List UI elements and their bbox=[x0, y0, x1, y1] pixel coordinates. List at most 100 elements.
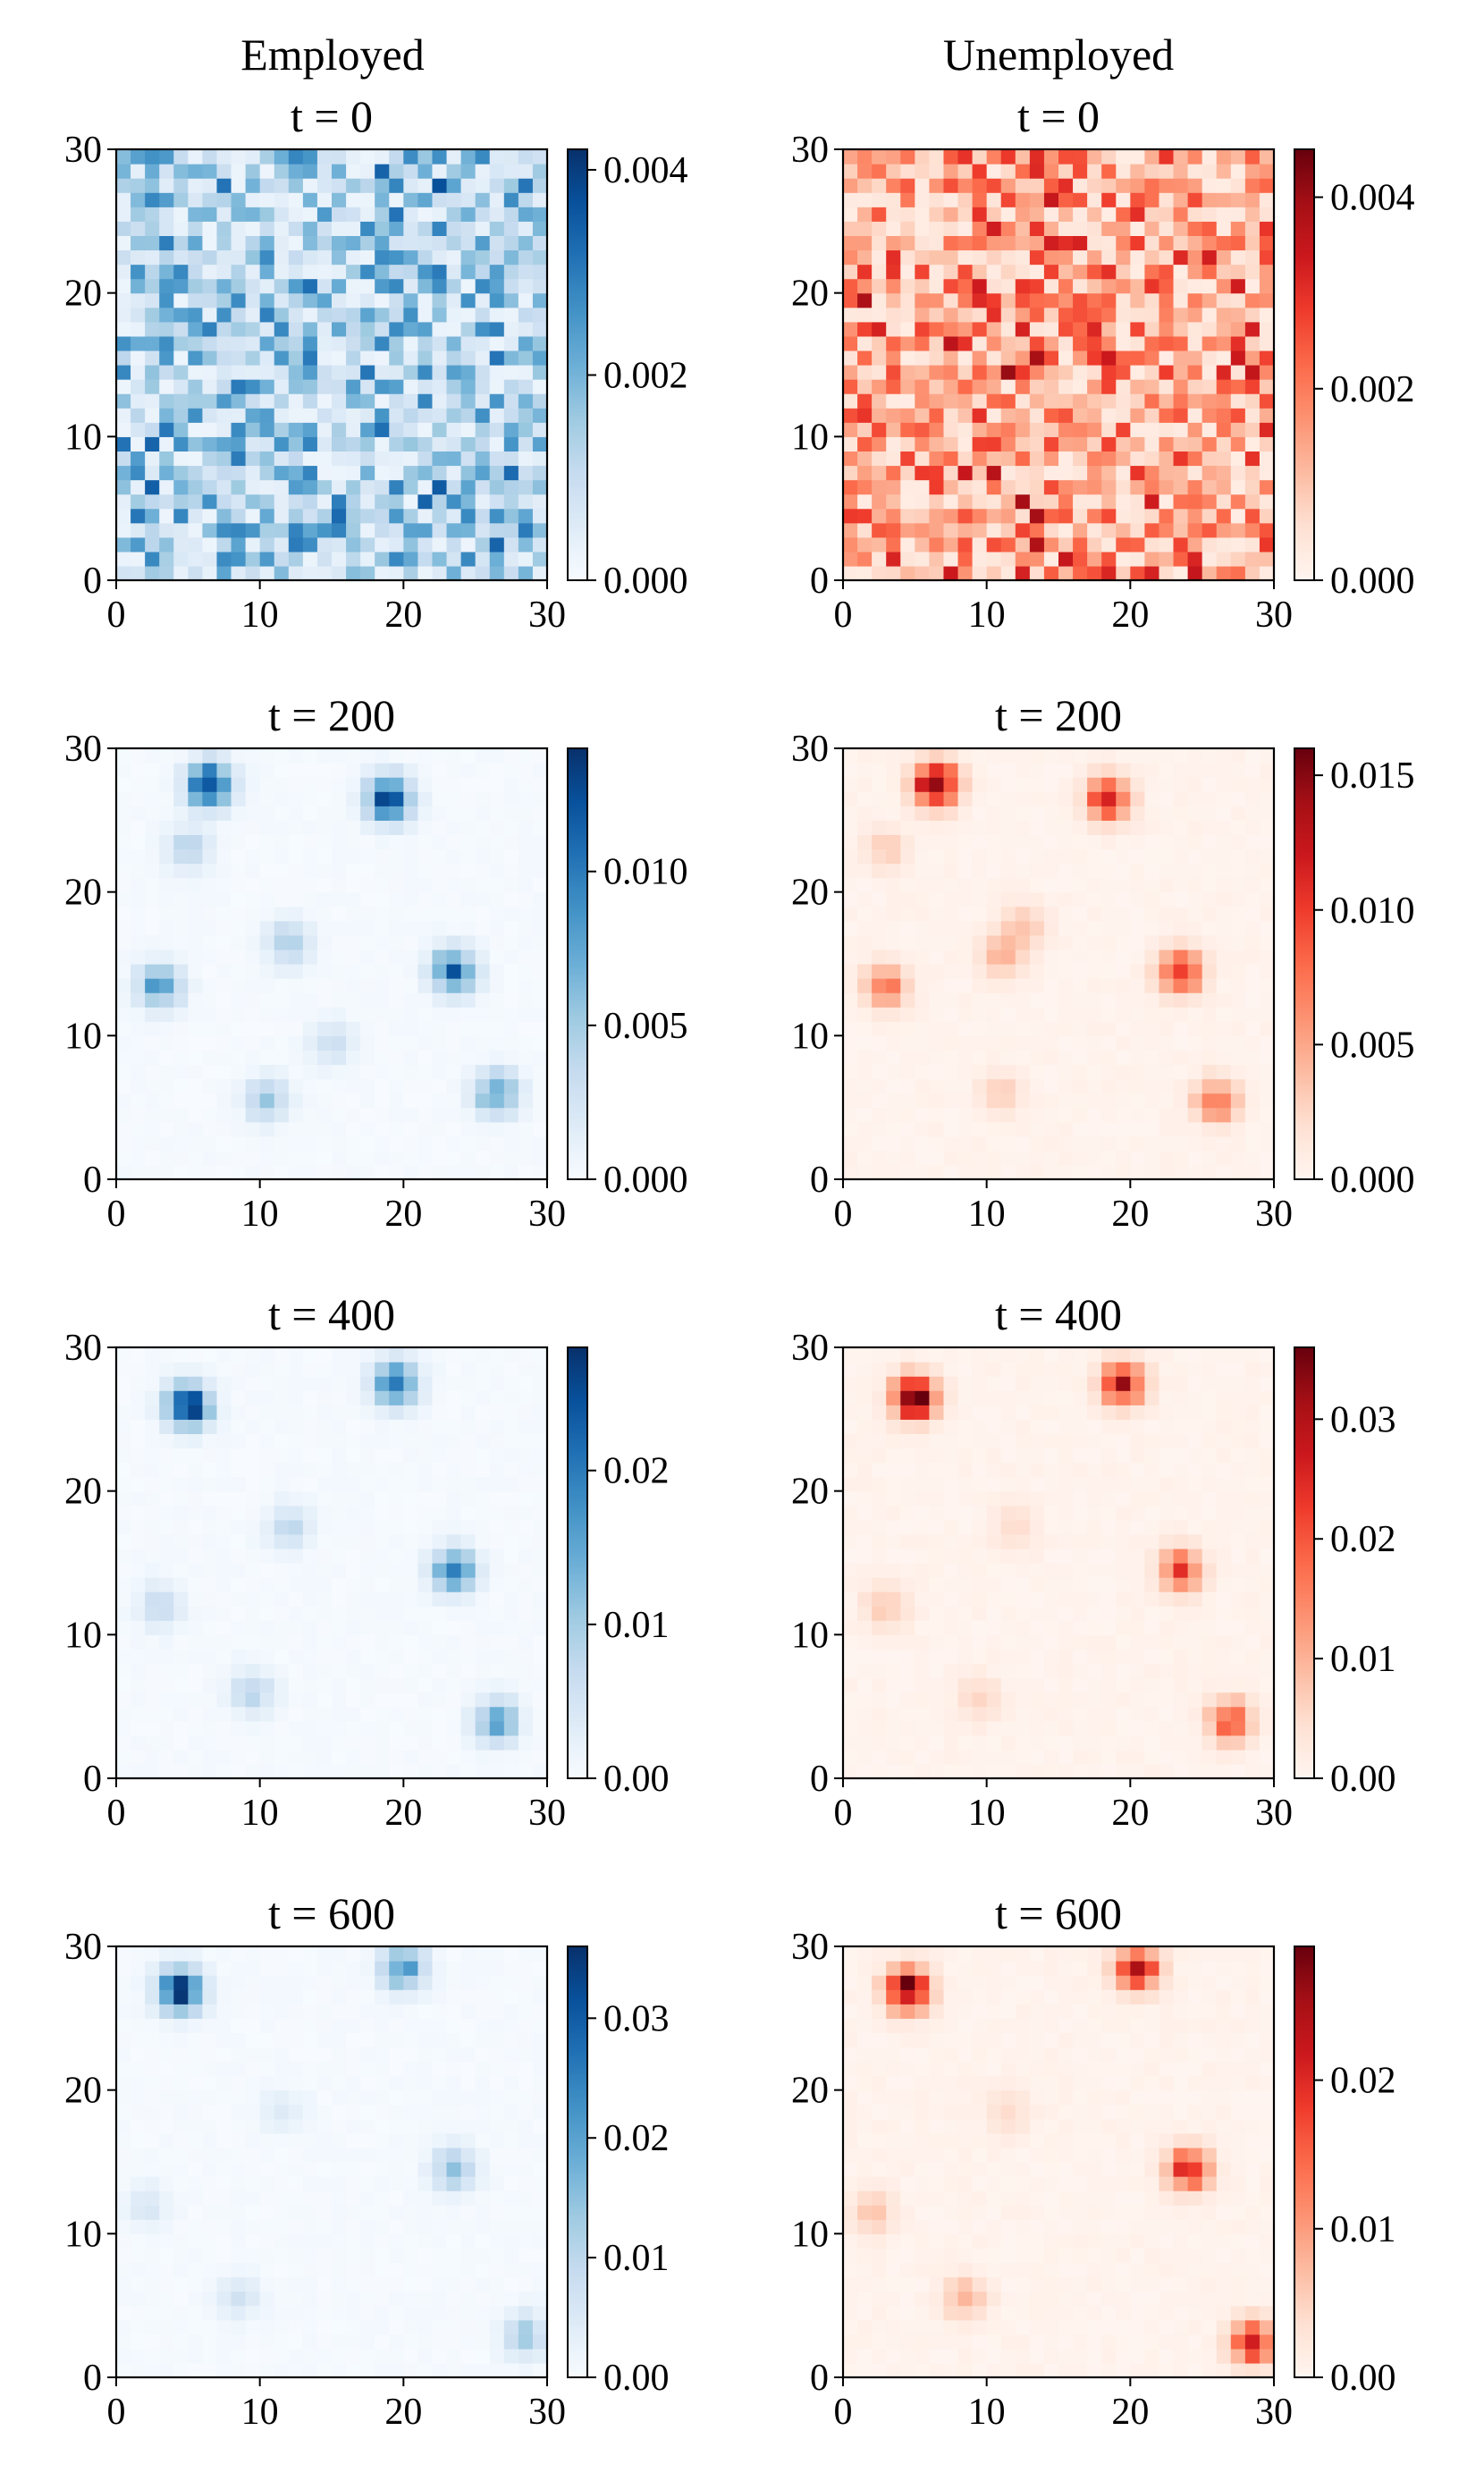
heatmap-cell bbox=[503, 1548, 519, 1564]
heatmap-cell bbox=[188, 149, 203, 165]
heatmap-cell bbox=[532, 1107, 548, 1123]
heatmap-cell bbox=[259, 249, 275, 266]
heatmap-cell bbox=[1187, 178, 1203, 193]
heatmap-cell bbox=[274, 1476, 290, 1492]
heatmap-cell bbox=[1173, 1734, 1189, 1751]
heatmap-cell bbox=[532, 451, 548, 467]
heatmap-cell bbox=[245, 451, 261, 467]
heatmap-cell bbox=[489, 494, 505, 510]
heatmap-cell bbox=[417, 1763, 434, 1779]
heatmap-cell bbox=[231, 164, 247, 179]
heatmap-cell bbox=[1144, 1706, 1160, 1722]
heatmap-cell bbox=[518, 1078, 534, 1094]
heatmap-cell bbox=[446, 465, 462, 481]
heatmap-cell bbox=[332, 1448, 347, 1464]
heatmap-cell bbox=[259, 264, 275, 280]
heatmap-cell bbox=[173, 536, 189, 553]
heatmap-cell bbox=[1087, 1135, 1102, 1152]
heatmap-cell bbox=[915, 949, 930, 965]
heatmap-cell bbox=[1216, 436, 1232, 452]
heatmap-cell bbox=[432, 1419, 448, 1434]
heatmap-cell bbox=[843, 877, 858, 893]
heatmap-cell bbox=[389, 164, 404, 179]
heatmap-cell bbox=[1173, 1050, 1189, 1066]
heatmap-cell bbox=[259, 522, 275, 538]
heatmap-cell bbox=[316, 1548, 333, 1564]
heatmap-cell bbox=[446, 1706, 462, 1722]
heatmap-cell bbox=[1043, 1692, 1059, 1708]
heatmap-cell bbox=[957, 1763, 974, 1779]
heatmap-cell bbox=[503, 451, 519, 467]
heatmap-cell bbox=[957, 820, 974, 835]
heatmap-cell bbox=[432, 1634, 448, 1650]
heatmap-cell bbox=[332, 178, 347, 193]
plot-frame bbox=[114, 148, 549, 582]
heatmap-cell bbox=[503, 748, 519, 764]
heatmap-cell bbox=[231, 221, 247, 236]
heatmap-cell bbox=[1029, 207, 1045, 222]
heatmap-cell bbox=[1202, 1007, 1218, 1022]
heatmap-cell bbox=[188, 278, 203, 294]
heatmap-cell bbox=[432, 1763, 448, 1779]
heatmap-cell bbox=[518, 479, 534, 495]
heatmap-cell bbox=[446, 207, 462, 222]
heatmap-cell bbox=[1202, 350, 1218, 366]
heatmap-cell bbox=[972, 307, 988, 323]
heatmap-cell bbox=[131, 321, 146, 337]
heatmap-cell bbox=[173, 1490, 189, 1507]
heatmap-cell bbox=[972, 777, 988, 792]
heatmap-cell bbox=[231, 422, 247, 437]
heatmap-cell bbox=[274, 551, 290, 567]
heatmap-cell bbox=[1130, 235, 1145, 251]
heatmap-cell bbox=[417, 877, 434, 893]
heatmap-cell bbox=[1216, 1620, 1232, 1635]
heatmap-cell bbox=[1216, 748, 1232, 764]
heatmap-cell bbox=[1058, 1634, 1074, 1650]
heatmap-cell bbox=[1144, 508, 1160, 524]
heatmap-cell bbox=[1043, 1150, 1059, 1166]
heatmap-cell bbox=[145, 536, 160, 553]
heatmap-cell bbox=[1173, 1634, 1189, 1650]
heatmap-cell bbox=[1144, 1763, 1160, 1779]
heatmap-cell bbox=[288, 149, 304, 165]
heatmap-cell bbox=[216, 494, 232, 510]
heatmap-cell bbox=[274, 207, 290, 222]
heatmap-cell bbox=[489, 565, 505, 581]
heatmap-cell bbox=[489, 1135, 505, 1152]
heatmap-cell bbox=[188, 1362, 203, 1377]
heatmap-cell bbox=[1043, 207, 1059, 222]
heatmap-cell bbox=[332, 1050, 347, 1066]
heatmap-cell bbox=[957, 1692, 974, 1708]
heatmap-cell bbox=[943, 408, 959, 423]
heatmap-cell bbox=[489, 1563, 505, 1578]
heatmap-cell bbox=[288, 1107, 304, 1123]
heatmap-cell bbox=[1058, 465, 1074, 481]
heatmap-cell bbox=[116, 848, 131, 865]
heatmap-cell bbox=[1144, 1606, 1160, 1621]
heatmap-cell bbox=[173, 1078, 189, 1094]
heatmap-cell bbox=[302, 1376, 318, 1391]
heatmap-cell bbox=[231, 891, 247, 907]
heatmap-cell bbox=[1073, 978, 1088, 993]
heatmap-cell bbox=[403, 1390, 418, 1405]
heatmap-cell bbox=[1159, 207, 1175, 222]
heatmap-cell bbox=[460, 1376, 476, 1391]
heatmap-cell bbox=[489, 479, 505, 495]
heatmap-cell bbox=[1216, 763, 1232, 778]
heatmap-cell bbox=[346, 451, 361, 467]
heatmap-cell bbox=[346, 1064, 361, 1080]
heatmap-cell bbox=[872, 192, 887, 207]
heatmap-cell bbox=[915, 863, 930, 879]
heatmap-cell bbox=[403, 920, 418, 936]
heatmap-cell bbox=[972, 1677, 988, 1693]
heatmap-cell bbox=[288, 978, 304, 993]
heatmap-cell bbox=[375, 551, 390, 567]
heatmap-cell bbox=[1244, 806, 1261, 821]
heatmap-cell bbox=[202, 149, 218, 165]
heatmap-cell bbox=[131, 508, 146, 524]
heatmap-cell bbox=[1216, 335, 1232, 351]
heatmap-cell bbox=[943, 565, 959, 581]
heatmap-cell bbox=[316, 249, 333, 266]
heatmap-cell bbox=[231, 1093, 247, 1109]
heatmap-cell bbox=[1058, 834, 1074, 850]
